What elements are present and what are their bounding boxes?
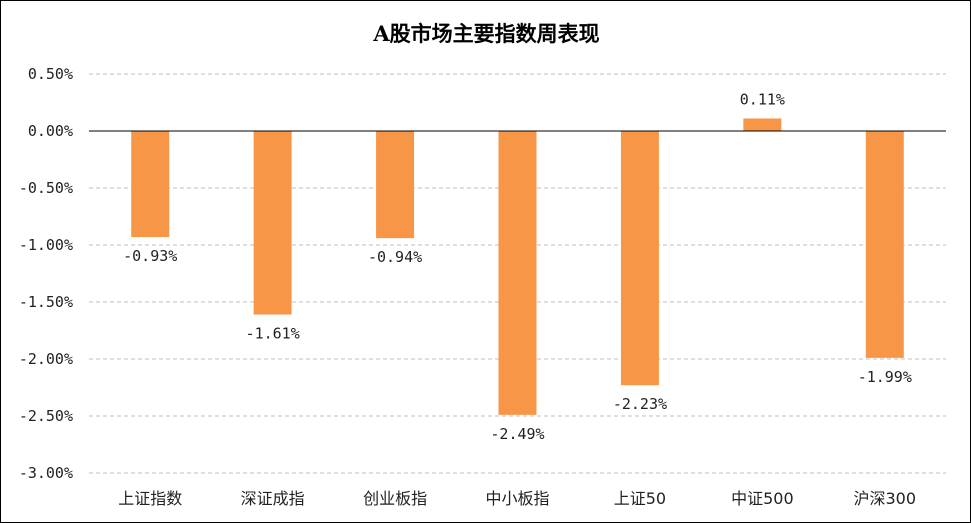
chart-title: A股市场主要指数周表现 <box>373 21 600 46</box>
x-category-label: 创业板指 <box>363 489 427 508</box>
data-label: -2.49% <box>490 425 544 443</box>
x-axis-category-labels: 上证指数 深证成指 创业板指 中小板指 上证50 中证500 沪深300 <box>118 489 916 508</box>
data-label: -2.23% <box>613 395 667 413</box>
y-tick-label: -0.50% <box>19 179 73 197</box>
y-tick-label: -1.00% <box>19 236 73 254</box>
bar <box>865 131 904 358</box>
x-category-label: 中小板指 <box>485 489 549 508</box>
data-labels: -0.93% -1.61% -0.94% -2.49% -2.23% 0.11% -1.99… <box>123 90 912 442</box>
data-label: 0.11% <box>740 90 785 108</box>
bars <box>131 118 904 415</box>
x-category-label: 沪深300 <box>854 489 917 508</box>
x-category-label: 上证50 <box>614 489 666 508</box>
bar <box>620 131 659 386</box>
y-tick-label: -2.50% <box>19 407 73 425</box>
bar <box>743 118 782 131</box>
bar <box>131 131 170 238</box>
data-label: -1.99% <box>858 368 912 386</box>
y-tick-label: -1.50% <box>19 293 73 311</box>
bar <box>376 131 415 239</box>
x-category-label: 上证指数 <box>118 489 182 508</box>
x-category-label: 中证500 <box>731 489 794 508</box>
bar <box>498 131 537 415</box>
y-tick-label: -3.00% <box>19 464 73 482</box>
y-tick-label: 0.00% <box>28 122 73 140</box>
x-category-label: 深证成指 <box>241 489 305 508</box>
data-label: -0.94% <box>368 248 422 266</box>
y-tick-label: -2.00% <box>19 350 73 368</box>
data-label: -0.93% <box>123 247 177 265</box>
bar <box>253 131 292 315</box>
y-tick-label: 0.50% <box>28 65 73 83</box>
y-axis-tick-labels: 0.50% 0.00% -0.50% -1.00% -1.50% -2.00% -2.50%… <box>19 65 73 482</box>
data-label: -1.61% <box>246 325 300 343</box>
